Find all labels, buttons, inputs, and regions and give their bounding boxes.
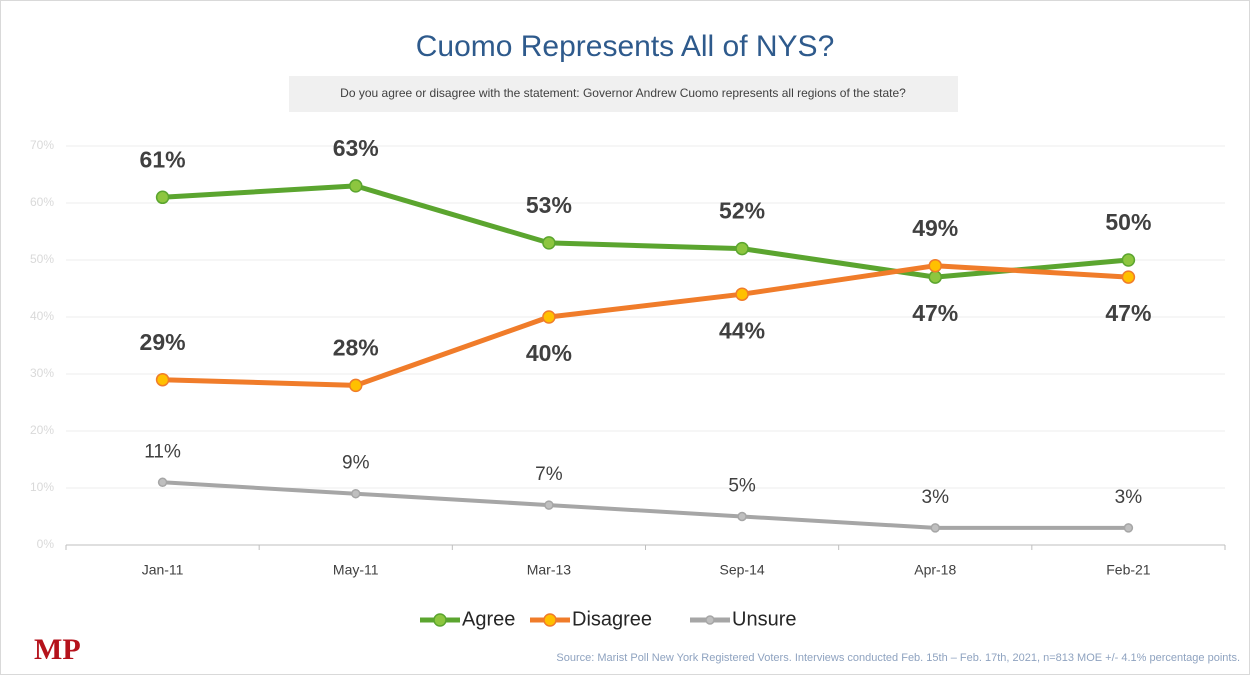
data-label: 7% <box>535 464 563 485</box>
data-label: 63% <box>333 135 379 161</box>
marker <box>542 236 556 250</box>
x-tick-label: Sep-14 <box>720 562 765 578</box>
marker <box>351 488 361 499</box>
marker <box>1121 253 1136 267</box>
marker <box>737 511 747 522</box>
data-label: 40% <box>526 340 572 366</box>
marker <box>155 372 170 387</box>
subtitle-box <box>289 76 958 112</box>
x-tick-label: Jan-11 <box>142 562 184 578</box>
subtitle: Do you agree or disagree with the statem… <box>340 86 906 100</box>
y-tick-label: 70% <box>30 138 54 152</box>
marker <box>1123 523 1134 533</box>
source: Source: Marist Poll New York Registered … <box>556 652 1240 664</box>
data-label: 3% <box>1115 487 1143 508</box>
series-line <box>162 263 1129 388</box>
legend-marker <box>705 615 715 625</box>
legend-marker <box>543 613 557 627</box>
x-tick-label: Feb-21 <box>1106 562 1151 578</box>
data-label: 9% <box>342 453 370 474</box>
y-tick-label: 20% <box>30 423 54 437</box>
x-tick-label: Apr-18 <box>914 562 956 578</box>
data-label: 61% <box>140 146 186 172</box>
y-tick-label: 40% <box>30 309 54 323</box>
data-label: 44% <box>719 317 765 343</box>
series-line <box>162 183 1129 280</box>
marker <box>928 258 942 273</box>
data-label: 5% <box>728 476 756 497</box>
y-tick-label: 60% <box>30 195 54 209</box>
data-label: 11% <box>144 441 181 462</box>
series-line <box>162 480 1129 530</box>
marker <box>544 500 554 510</box>
legend-label: Unsure <box>732 608 796 630</box>
legend-label: Disagree <box>572 608 652 630</box>
legend-marker <box>433 613 447 627</box>
marker <box>735 287 749 301</box>
marker <box>928 270 942 284</box>
chart-title: Cuomo Represents All of NYS? <box>416 30 835 63</box>
x-tick-label: May-11 <box>333 562 379 578</box>
marker <box>1121 270 1136 284</box>
data-label: 28% <box>333 334 379 360</box>
y-tick-label: 50% <box>30 252 54 266</box>
marker <box>930 523 940 533</box>
y-tick-label: 0% <box>37 537 55 551</box>
data-label: 49% <box>912 215 958 241</box>
data-label: 53% <box>526 192 572 218</box>
data-label: 3% <box>922 487 950 508</box>
marker <box>349 179 363 193</box>
data-label: 50% <box>1105 209 1151 235</box>
marker <box>155 190 170 205</box>
data-label: 47% <box>1105 300 1151 326</box>
marker <box>349 378 363 393</box>
marker <box>157 477 168 488</box>
data-label: 29% <box>140 329 186 355</box>
y-tick-label: 10% <box>30 480 54 494</box>
data-label: 52% <box>719 198 765 224</box>
x-tick-label: Mar-13 <box>527 562 572 578</box>
marker <box>735 241 749 256</box>
data-label: 47% <box>912 300 958 326</box>
marker <box>542 310 556 324</box>
logo: MP <box>34 633 81 666</box>
legend-label: Agree <box>462 608 515 630</box>
y-tick-label: 30% <box>30 366 54 380</box>
